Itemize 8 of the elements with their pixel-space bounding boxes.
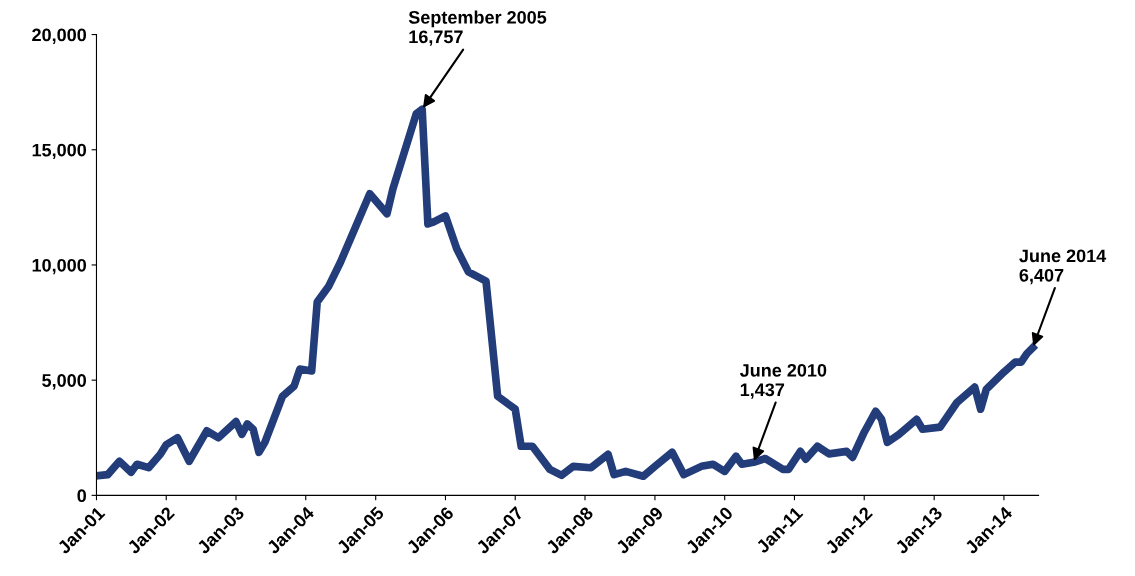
y-tick-label: 15,000 [32,143,87,160]
y-tick-label: 0 [77,489,87,503]
annotation: June 2014 6,407 [1019,249,1107,285]
y-tick-label: 5,000 [42,374,87,390]
y-tick-label: 20,000 [32,28,87,44]
annotation: September 2005 16,757 [408,10,547,46]
y-tick-label: 10,000 [32,258,87,275]
annotation: June 2010 1,437 [739,363,827,399]
